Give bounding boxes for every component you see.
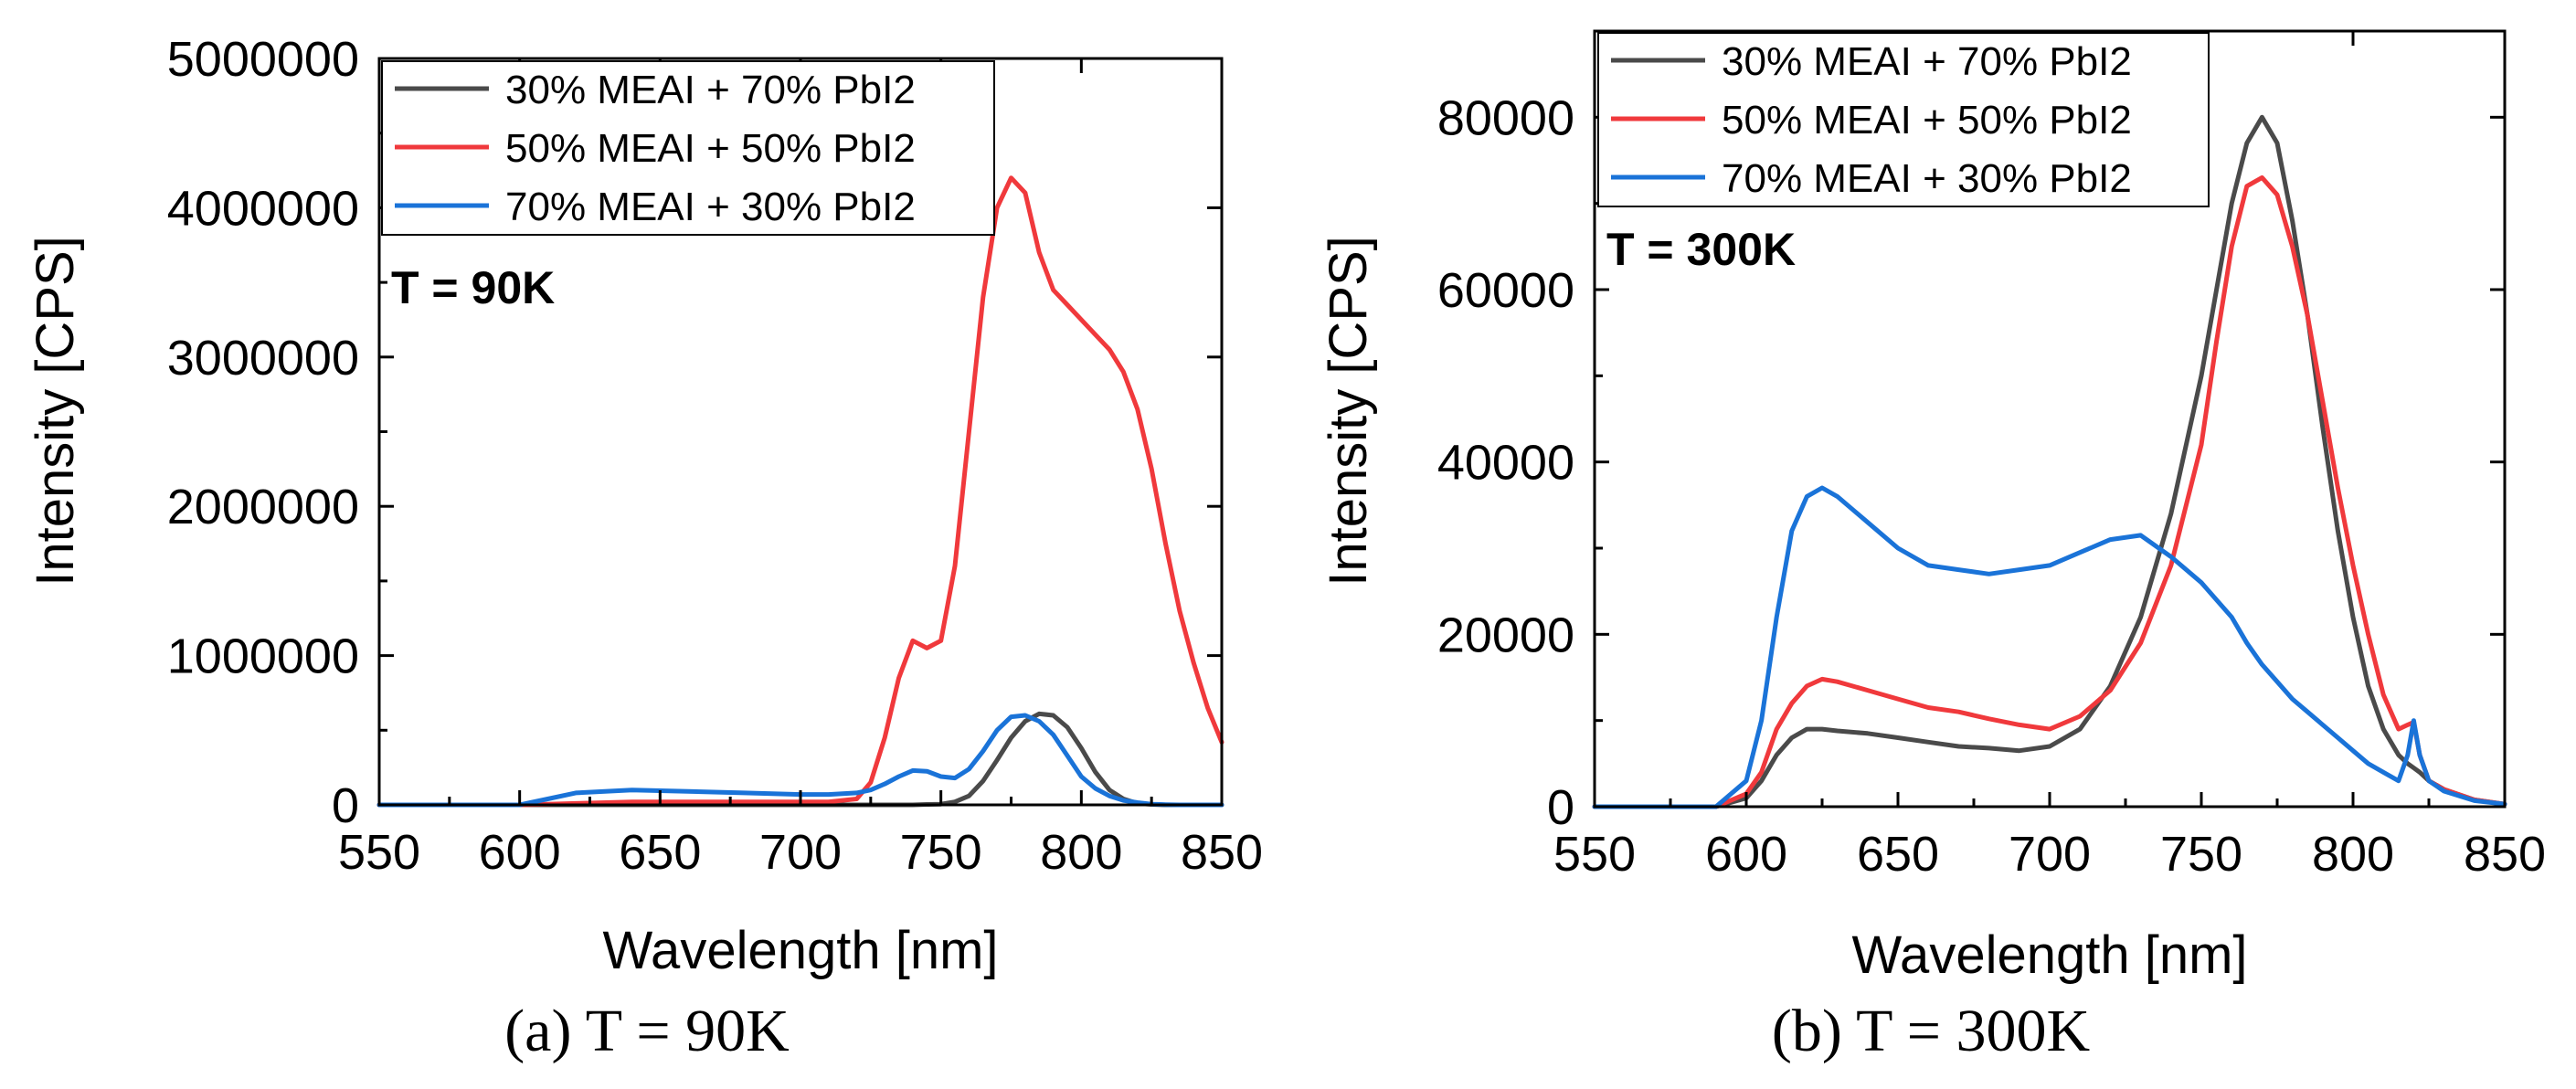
panel-b-x-tick-label: 700 bbox=[2009, 827, 2091, 882]
panel-b-x-axis-title: Wavelength [nm] bbox=[1851, 925, 2247, 985]
panel-a-series-line-3 bbox=[376, 713, 1224, 808]
panel-a-x-tick-label: 850 bbox=[1181, 825, 1263, 880]
panel-b-x-tick-label: 650 bbox=[1857, 827, 1939, 882]
panel-b-series-layer bbox=[1592, 114, 2507, 809]
panel-a-plot-frame bbox=[377, 57, 1224, 807]
panel-a-legend-label-1: 30% MEAI + 70% PbI2 bbox=[505, 68, 916, 112]
panel-b-series-line-1 bbox=[1592, 114, 2507, 809]
panel-b-y-tick-label: 40000 bbox=[1437, 436, 1574, 491]
panel-a-legend: 30% MEAI + 70% PbI2 50% MEAI + 50% PbI2 … bbox=[381, 60, 995, 236]
panel-b-x-tick-label: 850 bbox=[2464, 827, 2546, 882]
panel-a-y-tick-label: 4000000 bbox=[167, 181, 359, 236]
panel-a-y-tick-label: 1000000 bbox=[167, 629, 359, 684]
panel-b-y-axis-title: Intensity [CPS] bbox=[1319, 236, 1378, 587]
panel-b: 550 600 650 700 750 800 850 0 20000 40000 60000 800… bbox=[1319, 29, 2546, 1064]
panel-b-legend: 30% MEAI + 70% PbI2 50% MEAI + 50% PbI2 … bbox=[1597, 32, 2210, 207]
panel-a-legend-label-3: 70% MEAI + 30% PbI2 bbox=[505, 185, 916, 229]
panel-b-temperature-annotation: T = 300K bbox=[1606, 224, 1796, 275]
panel-a-y-tick-label: 0 bbox=[332, 778, 359, 833]
panel-a-x-tick-label: 800 bbox=[1040, 825, 1122, 880]
panel-b-y-tick-label: 0 bbox=[1547, 780, 1574, 835]
panel-a-temperature-annotation: T = 90K bbox=[391, 262, 555, 313]
panel-b-x-tick-label: 800 bbox=[2312, 827, 2394, 882]
panel-a-x-tick-label: 600 bbox=[479, 825, 561, 880]
panel-a-series-line-2 bbox=[376, 175, 1224, 808]
panel-b-ticks: 550 600 650 700 750 800 850 0 20000 40000 60000 800… bbox=[1437, 29, 2546, 882]
panel-a-y-tick-label: 5000000 bbox=[167, 32, 359, 87]
panel-a-x-tick-label: 550 bbox=[338, 825, 420, 880]
panel-a-y-axis-title: Intensity [CPS] bbox=[26, 236, 85, 587]
panel-b-plot-frame bbox=[1593, 29, 2507, 809]
panel-a-ticks: 550 600 650 700 750 800 850 0 1000000 2000000 3000… bbox=[167, 32, 1263, 880]
panel-a-y-tick-label: 2000000 bbox=[167, 480, 359, 534]
panel-a-y-tick-label: 3000000 bbox=[167, 331, 359, 386]
panel-b-x-tick-label: 550 bbox=[1553, 827, 1636, 882]
panel-a-caption: (a) T = 90K bbox=[504, 998, 790, 1064]
panel-b-y-tick-label: 60000 bbox=[1437, 263, 1574, 318]
panel-b-y-tick-label: 20000 bbox=[1437, 608, 1574, 662]
panel-b-legend-label-2: 50% MEAI + 50% PbI2 bbox=[1722, 98, 2132, 143]
panel-b-x-tick-label: 600 bbox=[1705, 827, 1787, 882]
panel-a-x-tick-label: 750 bbox=[900, 825, 982, 880]
panel-b-series-line-3 bbox=[1592, 485, 2507, 809]
panel-b-legend-label-1: 30% MEAI + 70% PbI2 bbox=[1722, 39, 2132, 84]
panel-b-legend-label-3: 70% MEAI + 30% PbI2 bbox=[1722, 156, 2132, 201]
panel-a-x-axis-title: Wavelength [nm] bbox=[602, 921, 998, 980]
panel-b-caption: (b) T = 300K bbox=[1772, 998, 2090, 1064]
panel-b-series-line-2 bbox=[1592, 174, 2507, 809]
panel-a-x-tick-label: 700 bbox=[759, 825, 842, 880]
panel-a-x-tick-label: 650 bbox=[619, 825, 701, 880]
panel-b-x-tick-label: 750 bbox=[2160, 827, 2242, 882]
panel-a: 550 600 650 700 750 800 850 0 1000000 2000000 3000… bbox=[26, 32, 1263, 1064]
panel-b-y-tick-label: 80000 bbox=[1437, 90, 1574, 145]
panel-a-legend-label-2: 50% MEAI + 50% PbI2 bbox=[505, 126, 916, 171]
